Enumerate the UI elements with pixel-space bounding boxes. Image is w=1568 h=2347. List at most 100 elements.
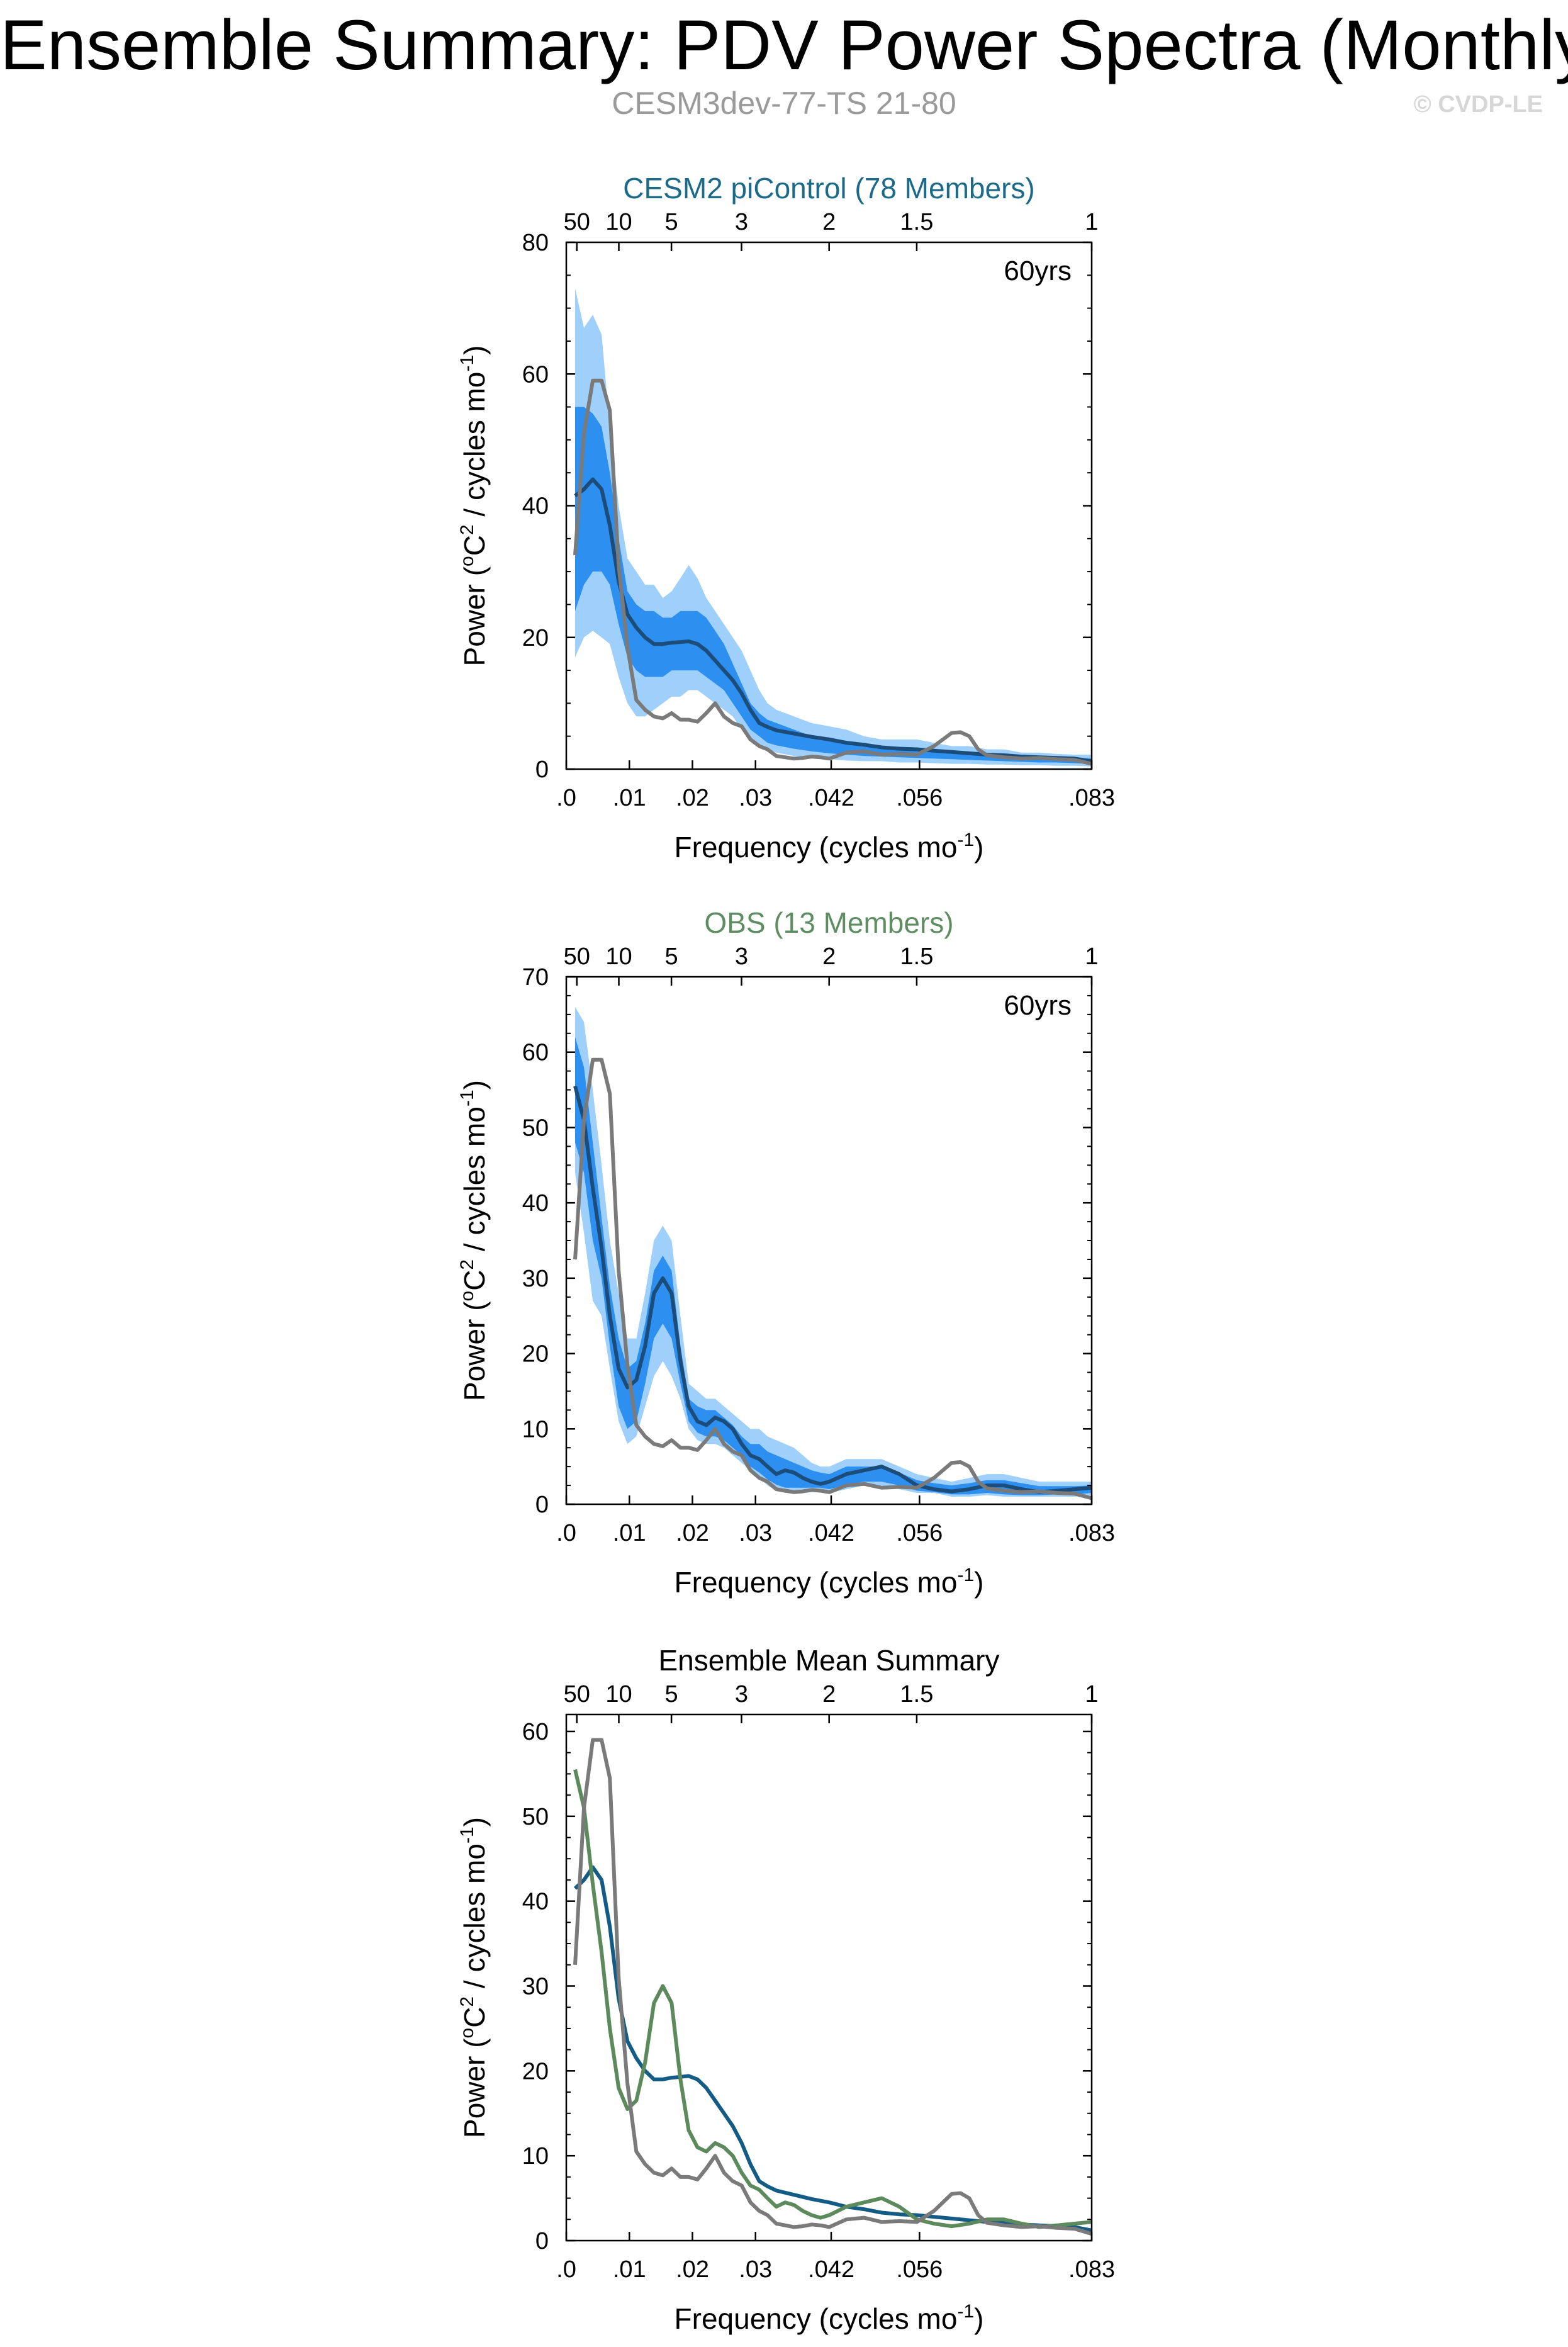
y-label-part: 2 (457, 1259, 478, 1270)
y-label-part: ) (458, 1080, 491, 1089)
x-tick-label: .042 (808, 2256, 854, 2283)
x-label-main: Frequency (cycles mo (675, 2302, 958, 2335)
y-tick-label: 20 (522, 625, 549, 651)
x-tick-label: .056 (896, 785, 943, 811)
y-tick-label: 0 (535, 1492, 549, 1518)
x-label-main: Frequency (cycles mo (675, 831, 958, 864)
series-line-cesm2-picontrol (573, 1865, 1092, 2232)
top-tick-label: 5 (665, 1681, 678, 1708)
x-tick-label: .03 (739, 1520, 772, 1546)
y-tick-label: 50 (522, 1115, 549, 1141)
x-tick-label: .0 (556, 1520, 576, 1546)
y-tick-label: 60 (522, 1719, 549, 1745)
x-tick-label: .083 (1068, 2256, 1115, 2283)
top-tick-label: 5 (665, 209, 678, 235)
series-line-ensemble-mean (573, 1085, 1092, 1494)
top-tick-label: 10 (605, 209, 632, 235)
x-label-end: ) (974, 831, 983, 864)
y-label-part: C (458, 2007, 491, 2028)
page-title: Ensemble Summary: PDV Power Spectra (Mon… (0, 6, 1568, 84)
top-tick-label: 5 (665, 943, 678, 970)
y-tick-label: 80 (522, 230, 549, 256)
y-label-part: C (458, 1270, 491, 1291)
y-label-part: / cycles mo (458, 372, 491, 525)
top-tick-label: 10 (605, 943, 632, 970)
x-tick-label: .083 (1068, 785, 1115, 811)
y-label-part: / cycles mo (458, 1106, 491, 1259)
y-label-part: o (457, 2028, 478, 2039)
top-tick-label: 10 (605, 1681, 632, 1708)
y-label-part: C (458, 535, 491, 556)
spread-band-inner-band (575, 407, 1092, 764)
x-tick-label: .02 (676, 2256, 709, 2283)
top-tick-label: 1.5 (900, 943, 934, 970)
spread-band-outer-band (575, 288, 1092, 767)
x-tick-label: .083 (1068, 1520, 1115, 1546)
y-tick-label: 50 (522, 1804, 549, 1830)
chart-annotation: 60yrs (1004, 256, 1072, 286)
y-tick-label: 10 (522, 2143, 549, 2170)
x-tick-label: .042 (808, 785, 854, 811)
top-tick-label: 2 (822, 1681, 836, 1708)
y-tick-label: 60 (522, 361, 549, 388)
page-subtitle: CESM3dev-77-TS 21-80 (612, 86, 956, 121)
y-tick-label: 0 (535, 2228, 549, 2254)
x-tick-label: .01 (613, 785, 646, 811)
top-tick-label: 3 (735, 209, 748, 235)
x-label-main: Frequency (cycles mo (675, 1566, 958, 1599)
y-label-part: ) (458, 346, 491, 355)
top-tick-label: 50 (564, 943, 590, 970)
y-label-part: 2 (457, 1996, 478, 2007)
y-tick-label: 30 (522, 1973, 549, 2000)
top-tick-label: 3 (735, 1681, 748, 1708)
top-tick-label: 50 (564, 1681, 590, 1708)
top-tick-label: 1.5 (900, 1681, 934, 1708)
top-tick-label: 2 (822, 209, 836, 235)
y-tick-label: 30 (522, 1266, 549, 1292)
y-axis-label: Power (oC2 / cycles mo-1) (457, 346, 491, 667)
y-label-part: Power ( (458, 1301, 491, 1401)
chart-panel-2: 0 10 20 30 40 50 60 70 .0 .01 .02 .03 .042 .056 .083 50… (457, 906, 1115, 1599)
x-axis-label: Frequency (cycles mo-1) (675, 830, 984, 864)
x-label-end: ) (974, 1566, 983, 1599)
y-tick-label: 20 (522, 2058, 549, 2085)
top-tick-label: 1 (1085, 209, 1098, 235)
copyright-notice: © CVDP-LE (1413, 91, 1543, 118)
y-label-part: Power ( (458, 2038, 491, 2138)
y-tick-label: 0 (535, 757, 549, 783)
y-label-part: -1 (457, 1826, 478, 1843)
y-axis-label: Power (oC2 / cycles mo-1) (457, 1080, 491, 1401)
x-label-end: ) (974, 2302, 983, 2335)
x-tick-label: .03 (739, 2256, 772, 2283)
spread-band-outer-band (575, 1006, 1092, 1497)
chart-annotation: 60yrs (1004, 990, 1072, 1021)
x-tick-label: .01 (613, 1520, 646, 1546)
x-tick-label: .042 (808, 1520, 854, 1546)
y-tick-label: 40 (522, 493, 549, 520)
y-tick-label: 40 (522, 1889, 549, 1915)
y-label-part: / cycles mo (458, 1843, 491, 1996)
series-line-obs (573, 1769, 1092, 2229)
x-label-sup: -1 (957, 1565, 974, 1585)
y-label-part: o (457, 556, 478, 566)
x-tick-label: .056 (896, 2256, 943, 2283)
chart-title: Ensemble Mean Summary (659, 1644, 1000, 1677)
y-label-part: -1 (457, 1089, 478, 1106)
plot-frame (565, 976, 1093, 1506)
x-tick-label: .01 (613, 2256, 646, 2283)
y-label-part: o (457, 1291, 478, 1302)
y-tick-label: 10 (522, 1416, 549, 1443)
top-tick-label: 3 (735, 943, 748, 970)
series-line-ensemble-mean (574, 477, 1092, 763)
top-tick-label: 1.5 (900, 209, 934, 235)
top-tick-label: 1 (1085, 1681, 1098, 1708)
chart-title: CESM2 piControl (78 Members) (623, 172, 1034, 205)
x-axis-label: Frequency (cycles mo-1) (675, 1565, 984, 1599)
y-tick-label: 40 (522, 1190, 549, 1217)
top-tick-label: 1 (1085, 943, 1098, 970)
x-tick-label: .0 (556, 2256, 576, 2283)
x-tick-label: .02 (676, 785, 709, 811)
series-line-obs-gray (573, 1738, 1092, 2236)
x-tick-label: .03 (739, 785, 772, 811)
